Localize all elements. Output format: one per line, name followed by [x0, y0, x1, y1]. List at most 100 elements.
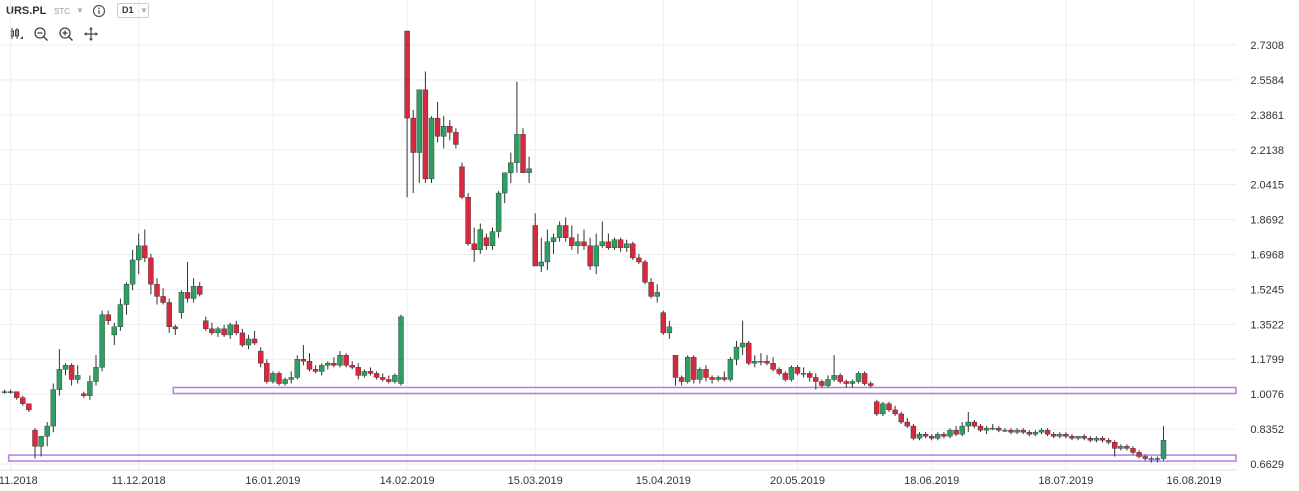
- price-tick-label: 0.6629: [1250, 459, 1284, 471]
- support-level-band: [172, 386, 1237, 395]
- candle-body: [1148, 458, 1155, 460]
- candle-body: [502, 172, 508, 194]
- candle-body: [178, 292, 185, 313]
- timeframe-select[interactable]: D1 ▼: [117, 3, 149, 18]
- candle-body: [660, 312, 666, 334]
- candle-body: [672, 354, 679, 378]
- candle-body: [715, 377, 721, 380]
- candle-body: [849, 381, 856, 384]
- candle-body: [1142, 456, 1148, 459]
- symbol-label[interactable]: URS.PL: [6, 5, 47, 17]
- candle-body: [782, 373, 788, 380]
- candle-body: [404, 30, 410, 119]
- candle-body: [367, 371, 374, 374]
- candle-body: [617, 239, 624, 248]
- candle-body: [1050, 433, 1057, 437]
- candle-body: [386, 379, 392, 382]
- candle-body: [953, 429, 959, 435]
- candle-body: [1063, 433, 1069, 437]
- candle-body: [1093, 438, 1100, 441]
- candle-body: [434, 117, 441, 137]
- candle-body: [325, 363, 331, 366]
- candle-body: [746, 342, 752, 364]
- candle-body: [880, 403, 886, 415]
- candle-body: [996, 427, 1002, 431]
- candle-body: [26, 403, 32, 411]
- timeframe-label: D1: [122, 5, 134, 15]
- candle-body: [142, 245, 148, 259]
- candle-body: [20, 397, 26, 405]
- candle-body: [453, 132, 459, 145]
- candle-body: [947, 429, 953, 437]
- candle-body: [1026, 431, 1033, 435]
- zoom-out-icon[interactable]: [33, 26, 49, 42]
- candle-body: [355, 367, 361, 376]
- candle-body: [276, 373, 282, 384]
- candle-body: [1136, 452, 1142, 457]
- candle-body: [593, 245, 599, 267]
- candle-body: [7, 391, 14, 393]
- candle-body: [1118, 446, 1124, 449]
- date-tick-label: 15.04.2019: [636, 475, 691, 487]
- candle-body: [99, 314, 105, 368]
- candle-body: [1057, 433, 1063, 437]
- candle-body: [556, 225, 563, 238]
- candle-body: [221, 328, 227, 336]
- candle-body: [648, 282, 654, 297]
- price-tick-label: 1.1799: [1250, 354, 1284, 366]
- candle-body: [135, 245, 142, 261]
- candle-body: [697, 369, 703, 380]
- candle-body: [465, 196, 471, 244]
- market-chevron-down-icon[interactable]: ▼: [76, 6, 84, 15]
- candle-body: [1130, 448, 1136, 453]
- candle-body: [636, 257, 642, 263]
- price-tick-label: 2.5584: [1250, 75, 1284, 87]
- candle-body: [794, 367, 801, 374]
- crosshair-move-icon[interactable]: [83, 26, 99, 42]
- candle-body: [398, 316, 404, 384]
- candle-body: [428, 117, 435, 180]
- support-levels: [7, 386, 1237, 462]
- candle-body: [245, 338, 252, 346]
- candle-body: [1154, 458, 1161, 460]
- candle-body: [666, 326, 673, 334]
- candle-body: [489, 231, 496, 246]
- candle-type-icon[interactable]: [8, 26, 24, 42]
- candle-body: [392, 375, 398, 382]
- candle-body: [1099, 438, 1106, 441]
- date-tick-label: 09.11.2018: [0, 475, 38, 487]
- candle-body: [813, 377, 819, 382]
- candle-body: [343, 354, 349, 366]
- candle-body: [148, 257, 154, 285]
- candle-body: [190, 286, 197, 299]
- candle-body: [678, 377, 685, 382]
- price-tick-label: 1.8692: [1250, 215, 1284, 227]
- candle-body: [630, 243, 636, 259]
- candle-body: [1105, 440, 1112, 443]
- candle-body: [910, 425, 917, 439]
- candle-body: [654, 292, 660, 297]
- info-icon[interactable]: [92, 4, 106, 18]
- zoom-in-icon[interactable]: [58, 26, 74, 42]
- candle-body: [825, 379, 831, 386]
- candle-body: [38, 436, 44, 447]
- market-label[interactable]: STC: [54, 7, 70, 16]
- candle-body: [599, 241, 605, 246]
- candle-body: [544, 241, 551, 263]
- candle-body: [349, 365, 355, 368]
- candle-body: [843, 381, 849, 384]
- candle-body: [727, 359, 734, 380]
- price-tick-label: 0.8352: [1250, 424, 1284, 436]
- candle-body: [471, 243, 477, 251]
- candle-body: [373, 373, 380, 378]
- price-tick-label: 2.7308: [1250, 40, 1284, 52]
- candle-body: [922, 433, 929, 437]
- candle-body: [483, 237, 490, 246]
- candle-body: [117, 304, 124, 328]
- candle-body: [965, 421, 971, 427]
- candle-body: [209, 328, 215, 334]
- candle-body: [227, 324, 233, 336]
- candle-body: [514, 134, 520, 163]
- candle-body: [416, 89, 422, 153]
